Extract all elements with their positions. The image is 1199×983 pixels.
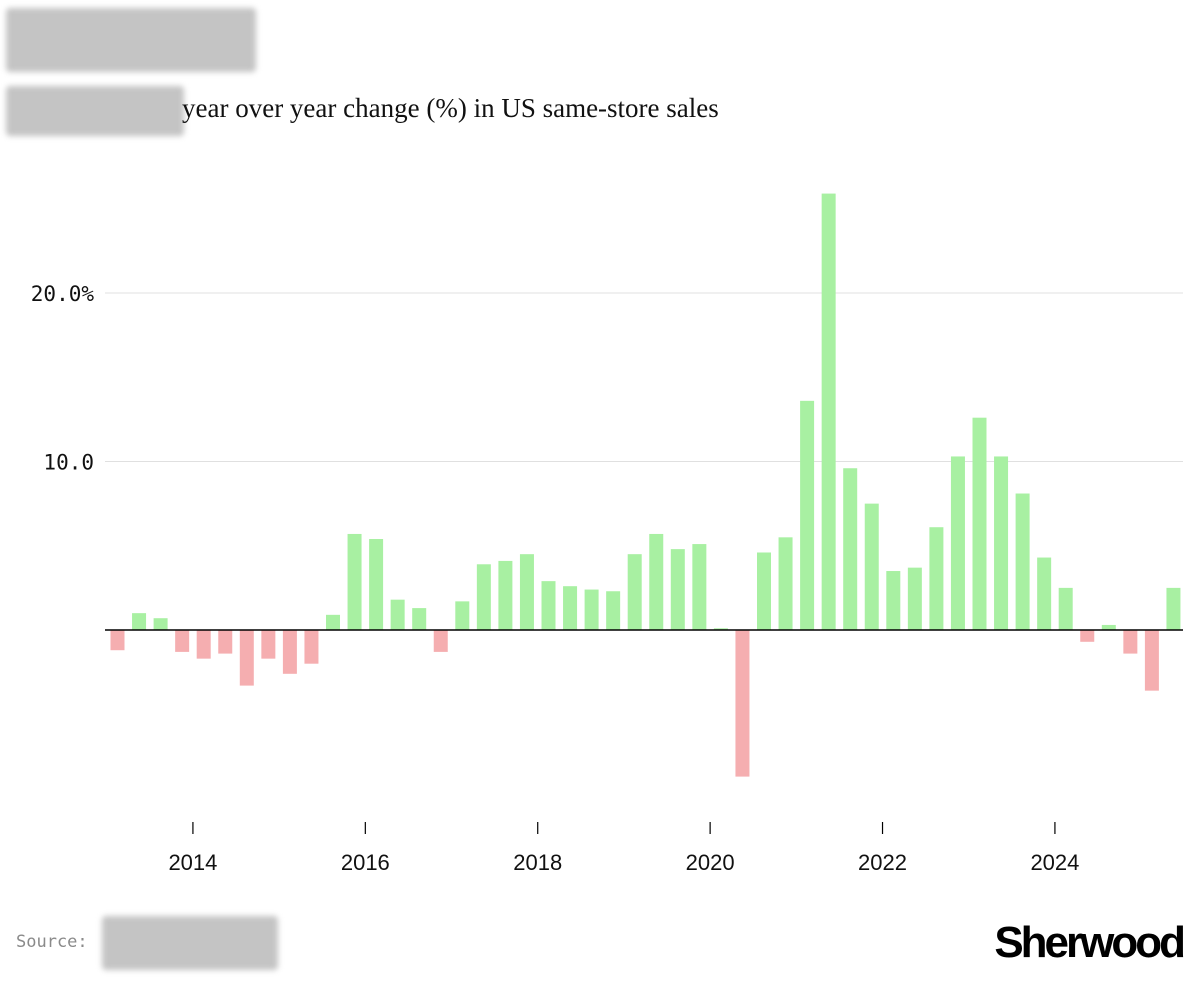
x-tick-label: 2020 [686,850,735,875]
bar-2022-q4 [950,456,965,630]
bar-2016-q4 [433,630,448,652]
y-tick-label: 10.0 [43,451,94,475]
redacted-title [6,8,256,72]
bar-2022-q3 [929,527,944,630]
bar-2024-q1 [1058,587,1073,630]
bar-2015-q1 [282,630,297,674]
x-tick-label: 2018 [513,850,562,875]
redacted-source [102,916,278,970]
bar-2014-q3 [239,630,254,686]
bar-2023-q3 [1015,493,1030,630]
bar-2021-q4 [864,503,879,630]
bar-2017-q2 [476,564,491,630]
bar-2018-q3 [584,589,599,630]
bars [110,193,1181,777]
bar-2017-q4 [519,554,534,630]
x-tick-label: 2014 [168,850,217,875]
bar-2018-q4 [606,591,621,630]
bar-2020-q2 [735,630,750,777]
bar-2021-q3 [843,468,858,630]
bar-2020-q4 [778,537,793,630]
bar-2021-q1 [800,400,815,630]
bar-2023-q1 [972,417,987,630]
bar-2016-q1 [369,539,384,630]
gridlines [105,292,1183,462]
bar-2014-q4 [261,630,276,659]
x-tick-label: 2024 [1030,850,1079,875]
bar-2014-q2 [218,630,233,654]
redacted-subtitle-prefix [6,86,184,136]
x-axis-ticks: 2014 2016 2018 2020 2022 2024 [168,822,1079,875]
bar-2019-q4 [692,544,707,630]
bar-2019-q3 [670,549,685,630]
bar-2022-q2 [907,567,922,630]
bar-2013-q2 [132,613,147,630]
bar-2024-q4 [1123,630,1138,654]
bar-2022-q1 [886,571,901,630]
bar-2013-q3 [153,618,168,630]
bar-2025-q1 [1144,630,1159,691]
bar-2016-q3 [412,608,427,630]
bar-2023-q2 [994,456,1009,630]
bar-2018-q1 [541,581,556,630]
bar-2014-q1 [196,630,211,659]
bar-2020-q1 [713,628,728,630]
x-tick-label: 2016 [341,850,390,875]
bar-2023-q4 [1037,557,1052,630]
y-axis-ticks: 10.0 20.0% [31,282,95,475]
bar-2013-q4 [175,630,190,652]
bar-2021-q2 [821,193,836,630]
bar-2015-q2 [304,630,319,664]
bar-2013-q1 [110,630,125,651]
source-label: Source: [16,932,88,952]
bar-2017-q3 [498,560,513,630]
bar-2015-q4 [347,533,362,630]
bar-2019-q1 [627,554,642,630]
chart-subtitle: year over year change (%) in US same-sto… [182,93,719,123]
bar-2015-q3 [326,614,340,630]
brand-logo: Sherwood [994,918,1186,967]
bar-2017-q1 [455,601,470,630]
bar-2018-q2 [563,586,578,630]
bar-2016-q2 [390,599,405,630]
bar-2024-q2 [1080,630,1095,642]
bar-2024-q3 [1101,624,1116,630]
bar-2025-q2 [1166,587,1181,630]
y-tick-label: 20.0% [31,282,95,306]
bar-2019-q2 [649,533,664,630]
x-tick-label: 2022 [858,850,907,875]
bar-2020-q3 [757,552,771,630]
